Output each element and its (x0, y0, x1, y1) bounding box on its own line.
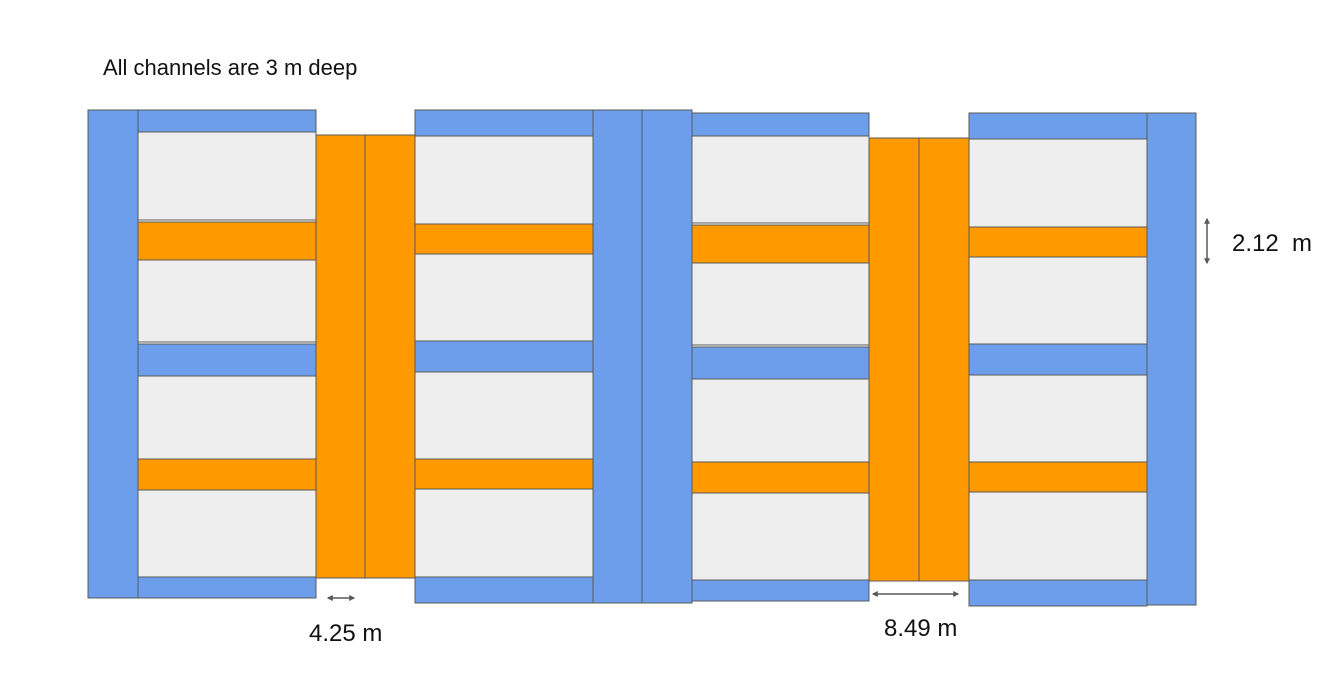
orange-channel-horizontal (414, 223, 594, 255)
dimension-label-vertical: 2.12 m (1232, 230, 1312, 257)
blue-channel-horizontal (414, 576, 594, 604)
blue-channel-vertical (592, 109, 643, 604)
orange-channel-vertical (868, 137, 920, 582)
blue-channel-horizontal (691, 112, 870, 137)
orange-channel-horizontal (691, 224, 870, 264)
plot (691, 492, 870, 581)
dimension-label-small: 4.25 m (309, 620, 382, 647)
blue-channel-vertical (87, 109, 139, 599)
dimension-label-large: 8.49 m (884, 615, 957, 642)
plot (691, 378, 870, 463)
blue-channel-vertical (641, 109, 693, 604)
blue-channel-horizontal (968, 579, 1148, 607)
blue-channel-vertical (1146, 112, 1197, 606)
orange-channel-horizontal (414, 458, 594, 490)
plot (414, 135, 594, 225)
diagram-title: All channels are 3 m deep (103, 55, 357, 80)
plot (137, 375, 317, 460)
orange-channel-horizontal (968, 461, 1148, 493)
orange-channel-horizontal (968, 226, 1148, 258)
blue-channel-horizontal (691, 579, 870, 602)
orange-channel-horizontal (137, 458, 317, 491)
plot (137, 489, 317, 578)
orange-channel-vertical (315, 134, 366, 579)
plot (691, 262, 870, 346)
plot (414, 488, 594, 578)
channel-shapes (87, 109, 1197, 607)
blue-channel-horizontal (414, 109, 594, 137)
orange-channel-vertical (364, 134, 416, 579)
plot (137, 259, 317, 343)
orange-channel-horizontal (137, 221, 317, 261)
orange-channel-vertical (918, 137, 970, 582)
plot (691, 135, 870, 224)
blue-channel-horizontal (137, 576, 317, 599)
plot (414, 253, 594, 342)
orange-channel-horizontal (691, 461, 870, 494)
blue-channel-horizontal (968, 343, 1148, 376)
plot (968, 374, 1148, 463)
plot (137, 131, 317, 221)
plot (968, 256, 1148, 345)
blue-channel-horizontal (137, 343, 317, 377)
blue-channel-horizontal (968, 112, 1148, 140)
plot (968, 138, 1148, 228)
blue-channel-horizontal (137, 109, 317, 133)
blue-channel-horizontal (414, 340, 594, 373)
plot (968, 491, 1148, 581)
blue-channel-horizontal (691, 346, 870, 380)
plot (414, 371, 594, 460)
